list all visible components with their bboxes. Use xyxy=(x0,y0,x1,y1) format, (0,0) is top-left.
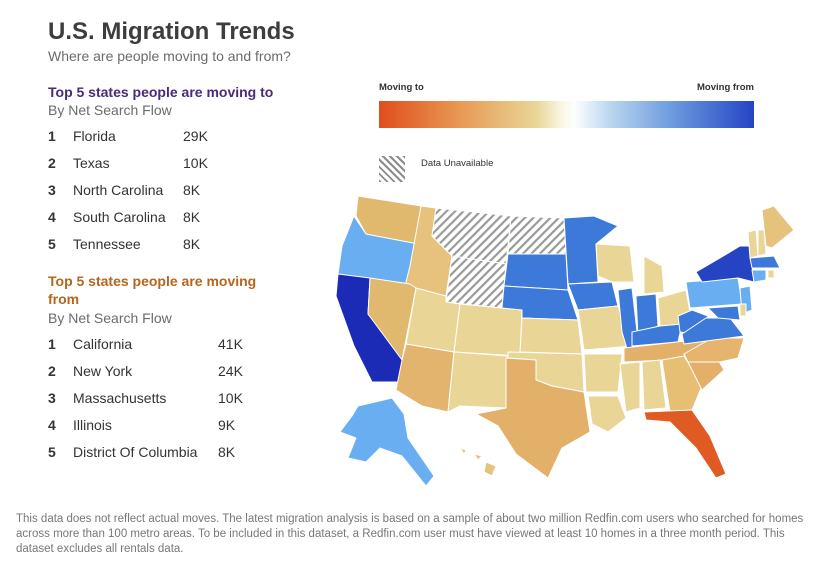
rank-number: 1 xyxy=(48,336,56,352)
state-name: New York xyxy=(73,363,133,379)
state-name: Texas xyxy=(73,155,110,171)
state-pennsylvania[interactable] xyxy=(685,277,743,309)
state-name: South Carolina xyxy=(73,209,166,225)
state-wyoming[interactable] xyxy=(445,255,507,309)
state-name: District Of Columbia xyxy=(73,444,198,460)
list-item: 5 Tennessee 8K xyxy=(48,236,298,263)
state-name: Illinois xyxy=(73,417,112,433)
state-wisconsin[interactable] xyxy=(595,243,635,283)
state-name: Florida xyxy=(73,128,116,144)
state-value: 8K xyxy=(183,182,201,198)
state-massachusetts[interactable] xyxy=(749,255,781,269)
data-unavailable-swatch xyxy=(379,156,405,182)
state-value: 24K xyxy=(218,363,243,379)
list-item: 2 New York 24K xyxy=(48,363,298,390)
moving-to-heading: Top 5 states people are moving to xyxy=(48,84,274,100)
moving-from-list: 1 California 41K 2 New York 24K 3 Massac… xyxy=(48,336,298,471)
state-michigan[interactable] xyxy=(643,255,665,295)
state-maryland[interactable] xyxy=(707,305,741,321)
us-choropleth-map xyxy=(335,195,795,487)
rank-number: 5 xyxy=(48,444,56,460)
list-item: 4 South Carolina 8K xyxy=(48,209,298,236)
state-name: Tennessee xyxy=(73,236,141,252)
state-new-hampshire[interactable] xyxy=(757,229,767,257)
page-title: U.S. Migration Trends xyxy=(48,18,295,45)
state-new-york[interactable] xyxy=(695,245,755,283)
state-nevada[interactable] xyxy=(367,277,417,361)
state-delaware[interactable] xyxy=(739,303,747,317)
state-value: 29K xyxy=(183,128,208,144)
state-texas[interactable] xyxy=(475,357,591,479)
state-value: 8K xyxy=(183,236,201,252)
list-item: 2 Texas 10K xyxy=(48,155,298,182)
rank-number: 2 xyxy=(48,155,56,171)
state-south-dakota[interactable] xyxy=(503,253,569,291)
rank-number: 4 xyxy=(48,209,56,225)
data-unavailable-label: Data Unavailable xyxy=(421,158,494,169)
legend-moving-to-label: Moving to xyxy=(379,82,424,93)
rank-number: 3 xyxy=(48,390,56,406)
rank-number: 2 xyxy=(48,363,56,379)
state-louisiana[interactable] xyxy=(587,395,627,433)
list-item: 4 Illinois 9K xyxy=(48,417,298,444)
state-value: 8K xyxy=(183,209,201,225)
state-maine[interactable] xyxy=(761,205,795,249)
state-florida[interactable] xyxy=(643,409,727,479)
legend-color-scale xyxy=(379,101,754,128)
state-alabama[interactable] xyxy=(641,359,667,411)
list-item: 3 North Carolina 8K xyxy=(48,182,298,209)
rank-number: 5 xyxy=(48,236,56,252)
state-alaska[interactable] xyxy=(339,397,435,487)
state-arkansas[interactable] xyxy=(583,353,623,393)
moving-to-measure: By Net Search Flow xyxy=(48,102,172,118)
state-mississippi[interactable] xyxy=(619,361,641,413)
state-value: 41K xyxy=(218,336,243,352)
state-kansas[interactable] xyxy=(519,317,583,355)
list-item: 3 Massachusetts 10K xyxy=(48,390,298,417)
data-disclaimer: This data does not reflect actual moves.… xyxy=(16,513,804,555)
moving-to-list: 1 Florida 29K 2 Texas 10K 3 North Caroli… xyxy=(48,128,298,263)
state-value: 10K xyxy=(218,390,243,406)
state-rhode-island[interactable] xyxy=(767,269,775,279)
state-north-dakota[interactable] xyxy=(507,215,567,255)
rank-number: 4 xyxy=(48,417,56,433)
state-name: North Carolina xyxy=(73,182,164,198)
list-item: 5 District Of Columbia 8K xyxy=(48,444,298,471)
state-iowa[interactable] xyxy=(567,281,619,311)
state-value: 9K xyxy=(218,417,236,433)
rank-number: 1 xyxy=(48,128,56,144)
state-colorado[interactable] xyxy=(453,303,523,357)
state-arizona[interactable] xyxy=(395,343,455,413)
state-virginia[interactable] xyxy=(681,317,745,345)
legend-moving-from-label: Moving from xyxy=(697,82,754,93)
list-item: 1 Florida 29K xyxy=(48,128,298,155)
state-value: 10K xyxy=(183,155,208,171)
state-vermont[interactable] xyxy=(747,229,759,259)
state-name: California xyxy=(73,336,133,352)
state-name: Massachusetts xyxy=(73,390,167,406)
moving-from-measure: By Net Search Flow xyxy=(48,310,172,326)
rank-number: 3 xyxy=(48,182,56,198)
state-connecticut[interactable] xyxy=(751,269,767,283)
state-value: 8K xyxy=(218,444,236,460)
page-subtitle: Where are people moving to and from? xyxy=(48,48,291,64)
state-new-mexico[interactable] xyxy=(447,351,509,413)
state-kentucky[interactable] xyxy=(631,323,683,347)
moving-from-heading: Top 5 states people are moving from xyxy=(48,273,257,307)
list-item: 1 California 41K xyxy=(48,336,298,363)
state-hawaii[interactable] xyxy=(459,447,497,477)
